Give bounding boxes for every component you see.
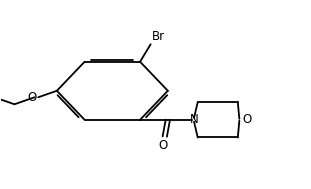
- Text: O: O: [242, 113, 252, 126]
- Text: O: O: [159, 139, 168, 152]
- Text: O: O: [27, 91, 37, 104]
- Text: N: N: [190, 113, 198, 126]
- Text: Br: Br: [152, 30, 165, 43]
